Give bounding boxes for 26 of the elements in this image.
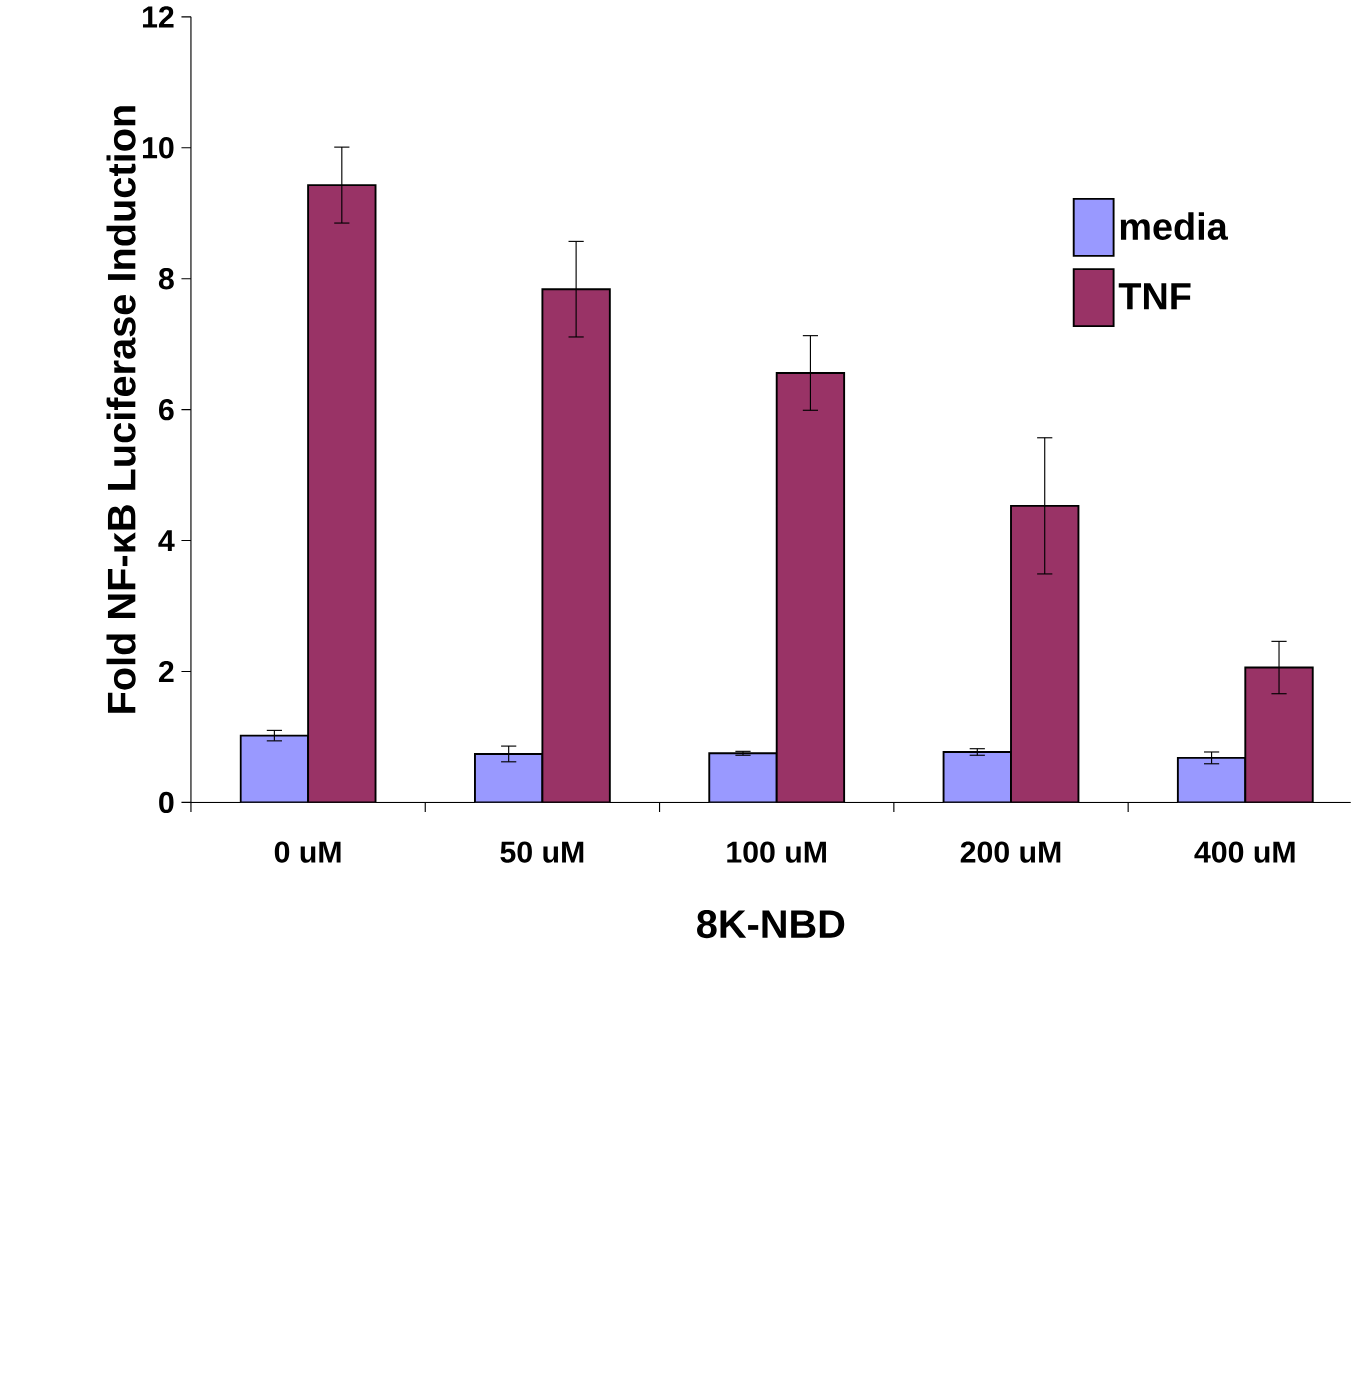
y-tick-label: 6 [158, 398, 174, 421]
bar [473, 753, 544, 803]
x-tick-label: 100 uM [727, 841, 826, 863]
bar [942, 751, 1012, 803]
bar [541, 288, 611, 803]
y-tick-label: 2 [158, 660, 174, 683]
bar [775, 372, 845, 803]
y-tick-label: 8 [158, 267, 174, 290]
x-axis-title: 8K-NBD [696, 910, 845, 939]
x-tick-label: 0 uM [274, 841, 341, 863]
y-tick-label: 12 [142, 6, 174, 28]
bar [1244, 666, 1314, 803]
y-axis-title: Fold NF-κB Luciferase Induction [106, 106, 136, 713]
bar [307, 184, 377, 803]
bar [1009, 504, 1080, 803]
x-tick-label: 200 uM [960, 841, 1061, 863]
bar [239, 734, 309, 803]
bar [708, 752, 778, 803]
y-tick-label: 0 [158, 791, 174, 814]
x-tick-label: 50 uM [500, 841, 584, 863]
bar [1176, 756, 1247, 803]
legend-label: media [1120, 212, 1228, 240]
y-tick-label: 10 [142, 137, 174, 159]
y-tick-label: 4 [158, 530, 175, 551]
x-tick-label: 400 uM [1194, 841, 1295, 863]
legend-label: TNF [1118, 283, 1191, 310]
